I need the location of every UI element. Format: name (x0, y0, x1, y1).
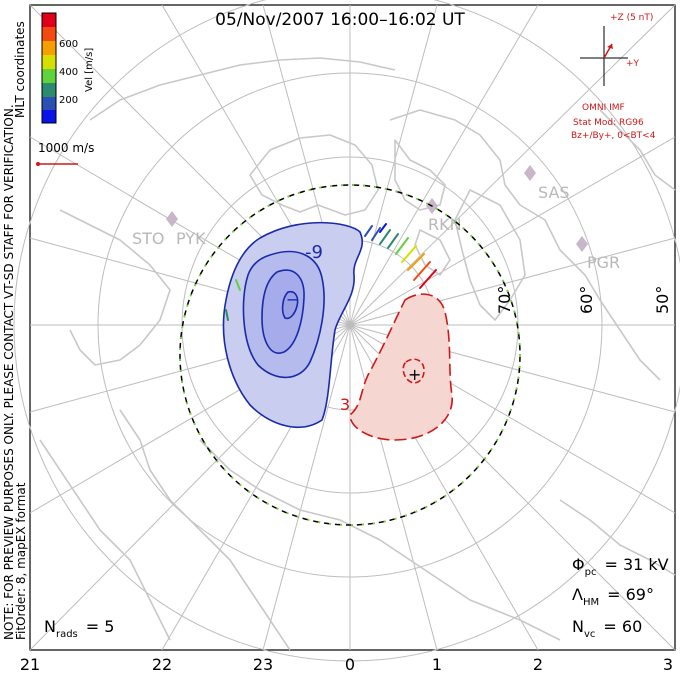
velocity-vector (407, 253, 425, 271)
lat-label-60: 60° (577, 286, 596, 314)
meridian-8 (349, 136, 676, 326)
stat-phi-pc: Φpc = 31 kV (572, 555, 669, 578)
colorbar-swatch (42, 83, 56, 97)
colorbar-outline (41, 12, 57, 124)
imf-clock: +Z (5 nT) +Y OMNI IMF Stat Mod: RG96 Bz+… (571, 13, 656, 141)
station-marker-pgr (576, 236, 588, 252)
station-label-pgr: PGR (587, 253, 620, 272)
colorbar-swatch (42, 69, 56, 83)
stat-n-rads: Nrads = 5 (44, 617, 114, 640)
colorbar-swatch (42, 41, 56, 55)
latitude-labels: 70° 60° 50° (495, 286, 672, 314)
fit-order-label: FitOrder: 8, mapEX format (14, 482, 28, 640)
negative-cell: -9 − (222, 221, 363, 428)
coast-europe (39, 439, 171, 641)
imf-y-label: +Y (626, 59, 640, 69)
stat-n-vc: Nvc = 60 (572, 617, 642, 640)
potential-max-marker: + (408, 365, 421, 384)
velocity-vector (364, 225, 373, 237)
station-label-sas: SAS (538, 183, 570, 202)
coordinate-label: MLT coordinates (13, 21, 27, 118)
colorbar-label: Vel [m/s] (84, 48, 95, 92)
imf-conditions: Bz+/By+, 0<BT<4 (571, 131, 656, 141)
coast-siberia (199, 439, 561, 641)
stat-lambda-hm: ΛHM = 69° (572, 585, 654, 608)
station-label-pyk: PYK (176, 229, 206, 248)
positive-cell-inner (402, 358, 425, 384)
mlt-label-2: 2 (533, 655, 543, 674)
mlt-label-22: 22 (152, 655, 172, 674)
colorbar-swatch (42, 27, 56, 41)
velocity-vector (235, 279, 241, 291)
station-labels: STO PYK RKN SAS PGR (132, 183, 620, 272)
lat-label-70: 70° (495, 286, 514, 314)
positive-contour-label: 3 (340, 395, 350, 414)
colorbar-swatch (42, 55, 56, 69)
velocity-vector (401, 245, 417, 263)
coast-russia-east (119, 409, 291, 651)
meridian-1 (349, 324, 438, 651)
colorbar-swatch (42, 97, 56, 110)
coast-eurasia-north (89, 57, 396, 121)
velocity-scale-label: 1000 m/s (38, 141, 94, 155)
velocity-vector (413, 261, 431, 281)
lat-label-50: 50° (653, 286, 672, 314)
coastlines (39, 57, 676, 651)
velocity-vector (419, 269, 437, 289)
velocity-vector (371, 227, 381, 241)
mlt-label-3: 3 (663, 655, 673, 674)
mlt-label-21: 21 (20, 655, 40, 674)
colorbar-swatch (42, 110, 56, 123)
imf-vector-head (607, 44, 613, 49)
positive-cell-outer (349, 293, 453, 441)
preview-note: NOTE: FOR PREVIEW PURPOSES ONLY. PLEASE … (2, 104, 16, 640)
coast-greenland (249, 134, 379, 216)
positive-cell: 3 + (340, 293, 453, 441)
velocity-colorbar: 600 400 200 Vel [m/s] (41, 12, 95, 124)
meridian-11 (349, 4, 438, 326)
map-statistics: Φpc = 31 kV ΛHM = 69° Nvc = 60 Nrads = 5 (44, 555, 669, 640)
colorbar-swatch (42, 13, 56, 27)
station-label-sto: STO (132, 229, 165, 248)
hm-boundary-vectors (179, 184, 521, 526)
mlt-label-0: 0 (345, 655, 355, 674)
colorbar-tick-200: 200 (59, 95, 78, 106)
colorbar-tick-600: 600 (59, 39, 78, 50)
velocity-vectors (225, 223, 437, 321)
plot-frame (29, 4, 676, 651)
station-markers (166, 165, 588, 252)
station-marker-sas (524, 165, 536, 181)
potential-min-marker: − (286, 290, 299, 309)
velocity-scale-dot (36, 162, 40, 166)
coast-scandinavia (59, 209, 171, 366)
station-marker-sto (166, 211, 178, 227)
coast-north-pacific (559, 499, 676, 576)
velocity-vector (225, 309, 229, 321)
coast-hudson-bay (454, 189, 526, 321)
coast-canada-east (389, 109, 661, 381)
imf-z-label: +Z (5 nT) (610, 13, 653, 23)
meridian-23 (262, 324, 351, 651)
velocity-vector (387, 233, 399, 249)
mlt-labels: 21 22 23 0 1 2 3 (20, 655, 673, 674)
lat-circle-50 (13, 0, 680, 662)
colorbar-tick-400: 400 (59, 67, 78, 78)
mlt-label-1: 1 (432, 655, 442, 674)
map-title: 05/Nov/2007 16:00–16:02 UT (215, 10, 465, 30)
negative-cell-core (281, 290, 299, 320)
velocity-vector (395, 237, 409, 255)
coast-arctic-islands (394, 139, 451, 276)
imf-source: OMNI IMF (582, 103, 625, 113)
station-label-rkn: RKN (428, 215, 462, 234)
imf-model: Stat Mod: RG96 (573, 118, 644, 128)
mlt-label-23: 23 (253, 655, 273, 674)
meridian-10 (349, 4, 539, 326)
negative-contour-label: -9 (305, 242, 323, 263)
velocity-vector (379, 223, 387, 233)
coast-alaska (599, 109, 676, 191)
velocity-vector (379, 229, 391, 245)
